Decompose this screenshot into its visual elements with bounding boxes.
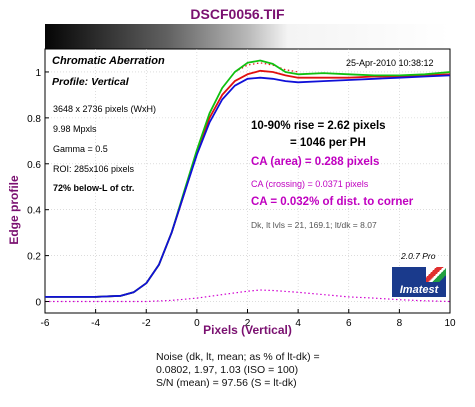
panel-heading: Chromatic Aberration (52, 55, 165, 67)
y-tick-label: 1 (35, 68, 41, 79)
x-tick-label: 10 (444, 318, 456, 329)
rise-distance: 10-90% rise = 2.62 pixels (251, 120, 386, 132)
image-size: 3648 x 2736 pixels (WxH) (53, 104, 157, 114)
noise-line-1: Noise (dk, lt, mean; as % of lt-dk) = (156, 351, 320, 363)
x-tick-label: -4 (91, 318, 100, 329)
ca-crossing: CA (crossing) = 0.0371 pixels (251, 179, 369, 189)
x-axis-label: Pixels (Vertical) (203, 323, 292, 337)
megapixels: 9.98 Mpxls (53, 124, 97, 134)
y-tick-label: 0.4 (27, 206, 41, 217)
imatest-logo: Imatest (392, 267, 446, 297)
panel-date: 25-Apr-2010 10:38:12 (346, 58, 434, 68)
y-tick-label: 0.8 (27, 114, 41, 125)
noise-line-2: 0.0802, 1.97, 1.03 (ISO = 100) (156, 364, 299, 376)
plot-curves (45, 59, 451, 303)
y-tick-label: 0 (35, 298, 41, 309)
y-tick-label: 0.6 (27, 160, 41, 171)
noise-stats: Noise (dk, lt, mean; as % of lt-dk) = 0.… (156, 351, 320, 390)
ca-corner: CA = 0.032% of dist. to corner (251, 196, 414, 208)
x-tick-label: 4 (295, 318, 301, 329)
y-axis-label: Edge profile (7, 175, 21, 245)
series-blue-line (45, 74, 451, 298)
roi-position: 72% below-L of ctr. (53, 183, 135, 193)
series-red-dotted-line (234, 62, 299, 73)
axis-ticks: -6 -4 -2 0 2 4 6 8 10 0 0.2 0.4 0.6 0.8 1 (27, 68, 456, 329)
rise-per-ph: = 1046 per PH (290, 137, 366, 149)
y-axis-label-box: Edge profile (2, 140, 26, 280)
x-tick-label: 8 (397, 318, 403, 329)
x-tick-label: -2 (142, 318, 151, 329)
x-tick-label: 0 (194, 318, 200, 329)
version: 2.0.7 Pro (401, 251, 436, 261)
panel-profile: Profile: Vertical (52, 76, 129, 88)
logo-text: Imatest (399, 284, 439, 296)
edge-gradient-bar (45, 24, 450, 49)
x-tick-label: 6 (346, 318, 352, 329)
ca-area: CA (area) = 0.288 pixels (251, 156, 380, 168)
levels: Dk, lt lvls = 21, 169.1; lt/dk = 8.07 (251, 220, 377, 230)
y-tick-label: 0.2 (27, 252, 41, 263)
logo-stripe (426, 267, 446, 282)
x-tick-label: 2 (245, 318, 251, 329)
x-tick-label: -6 (41, 318, 50, 329)
roi: ROI: 285x106 pixels (53, 164, 135, 174)
chart-title: DSCF0056.TIF (190, 6, 285, 22)
gamma: Gamma = 0.5 (53, 144, 108, 154)
noise-line-3: S/N (mean) = 97.56 (S = lt-dk) (156, 377, 297, 389)
